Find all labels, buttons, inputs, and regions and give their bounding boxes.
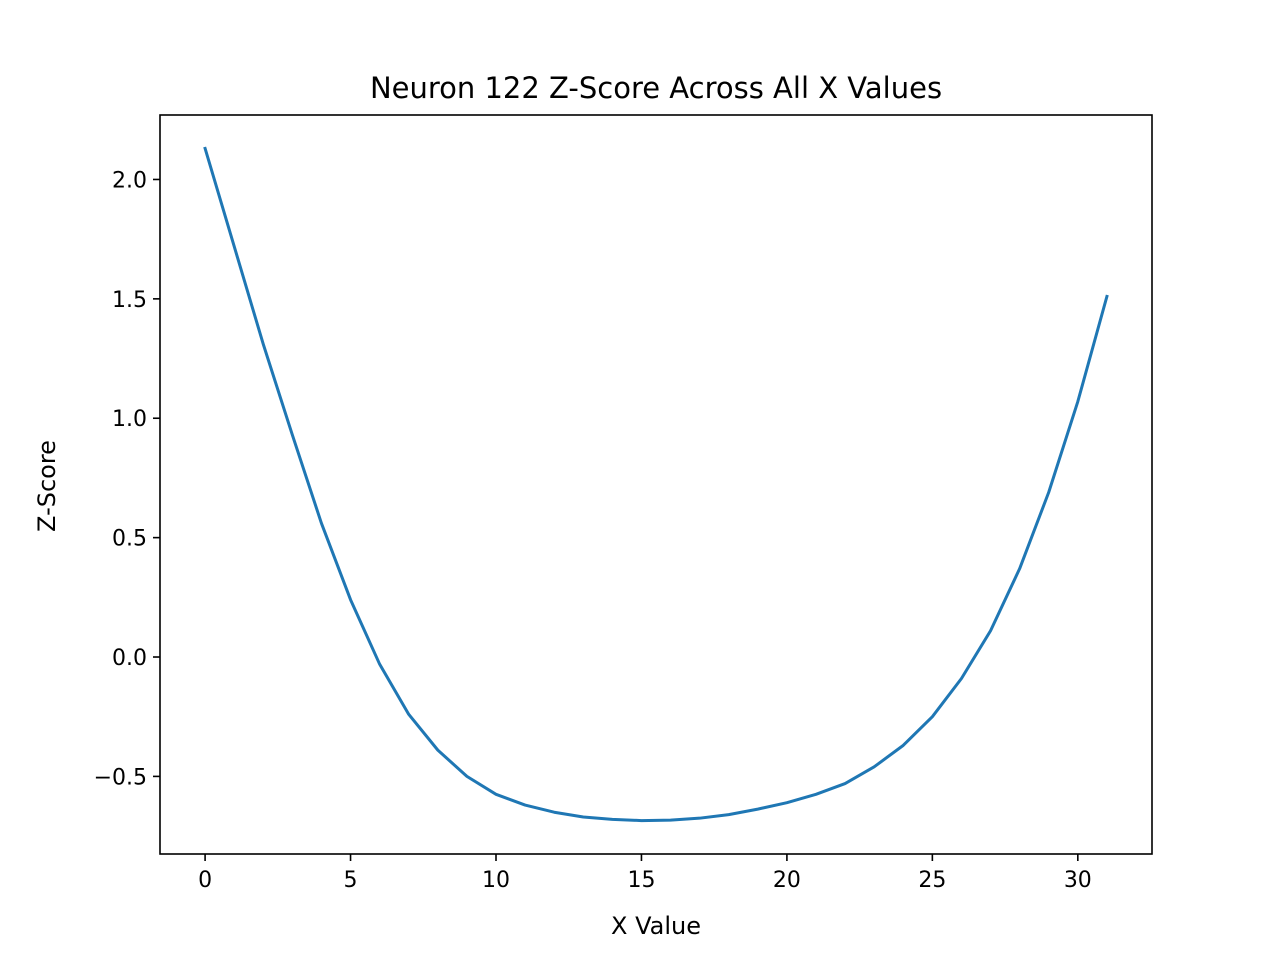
x-tick-label: 30: [1064, 868, 1092, 893]
x-axis: 0 5 10 15 20 25 30: [198, 854, 1092, 893]
y-tick-label: 0.5: [112, 527, 147, 552]
x-tick-label: 15: [627, 868, 655, 893]
plot-area: [159, 114, 1153, 855]
y-axis: −0.5 0.0 0.5 1.0 1.5 2.0: [94, 168, 160, 790]
plot-border: [159, 114, 1153, 855]
x-tick-label: 0: [198, 868, 212, 893]
x-axis-label: X Value: [611, 912, 701, 940]
plot-frame: [160, 115, 1152, 854]
x-tick-label: 10: [482, 868, 510, 893]
y-axis-label: Z-Score: [33, 440, 61, 532]
y-tick-label: −0.5: [94, 765, 147, 790]
y-tick-label: 1.0: [112, 407, 147, 432]
y-tick-label: 2.0: [112, 168, 147, 193]
series-line: [203, 146, 1109, 823]
x-tick-label: 5: [344, 868, 358, 893]
chart-title: Neuron 122 Z-Score Across All X Values: [370, 71, 942, 105]
x-tick-label: 20: [773, 868, 801, 893]
x-tick-label: 25: [918, 868, 946, 893]
y-tick-label: 1.5: [112, 288, 147, 313]
y-tick-label: 0.0: [112, 646, 147, 671]
